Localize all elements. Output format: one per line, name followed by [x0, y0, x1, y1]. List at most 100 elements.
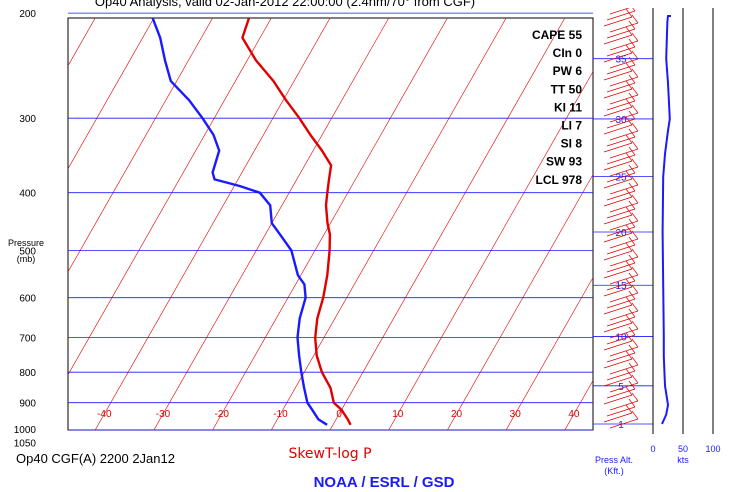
wind-barb — [609, 364, 639, 375]
wind-barb-flag — [625, 296, 633, 306]
wind-barb-flag — [625, 170, 633, 180]
wind-barb — [609, 238, 639, 249]
wind-barb-flag — [625, 8, 633, 18]
index-sw: SW 93 — [546, 155, 582, 169]
wind-barb — [609, 202, 639, 213]
pressure-tick-label: 700 — [19, 334, 36, 345]
index-cape: CAPE 55 — [532, 28, 582, 42]
station-label: Op40 CGF(A) 2200 2Jan12 — [16, 451, 175, 466]
pressure-axis-unit: (mb) — [17, 254, 36, 264]
wind-barb — [603, 340, 633, 351]
wind-barb — [603, 178, 633, 189]
temperature-tick-label: 20 — [451, 409, 463, 420]
wind-barb-flag — [625, 278, 633, 288]
wind-barb — [606, 190, 636, 201]
chart-title: Op40 Analysis, valid 02-Jan-2012 22:00:0… — [95, 0, 475, 9]
wind-barb — [603, 16, 633, 27]
wind-barb-flag — [625, 404, 633, 414]
wind-barb — [603, 394, 633, 405]
wind-barb — [603, 196, 633, 207]
wind-barb — [609, 184, 639, 195]
wind-barb — [606, 244, 636, 255]
temperature-tick-label: 40 — [568, 409, 580, 420]
isotherm-line — [329, 18, 566, 430]
wind-barb — [609, 346, 639, 357]
wind-barb-flag — [628, 182, 636, 192]
wind-barb — [606, 136, 636, 147]
temperature-tick-labels: -40 -30 -20 -10 0 10 20 30 40 — [97, 409, 580, 420]
wind-barb — [609, 40, 639, 51]
wind-barb — [606, 100, 636, 111]
temperature-tick-label: 0 — [336, 409, 342, 420]
wind-barb-flag — [625, 260, 633, 270]
altitude-tick-label: 30 — [615, 115, 627, 126]
speed-tick-labels: 0 50 100 — [650, 444, 720, 454]
wind-barb — [606, 262, 636, 273]
wind-speed-line — [661, 15, 671, 425]
wind-barb — [606, 172, 636, 183]
isotherm-line — [624, 18, 747, 430]
wind-barb — [606, 388, 636, 399]
index-pw: PW 6 — [553, 64, 583, 78]
wind-barb — [603, 106, 633, 117]
speed-tick-label: 100 — [705, 444, 720, 454]
wind-barb — [603, 214, 633, 225]
wind-barb — [603, 250, 633, 261]
temperature-tick-label: -30 — [156, 409, 171, 420]
pressure-tick-label: 300 — [19, 114, 36, 125]
wind-barb-flag — [625, 152, 633, 162]
wind-barb-flag — [625, 188, 633, 198]
isotherm-line — [212, 18, 448, 430]
wind-barb-flag — [628, 380, 636, 390]
sounding-profiles — [151, 18, 352, 426]
wind-barb — [606, 352, 636, 363]
temperature-tick-label: 30 — [510, 409, 522, 420]
temperature-tick-label: -10 — [273, 409, 288, 420]
wind-barb — [603, 268, 633, 279]
wind-barb-flag — [628, 398, 636, 408]
wind-barb-flag — [628, 128, 636, 138]
wind-barb-flag — [631, 68, 639, 78]
wind-barb — [609, 328, 639, 339]
wind-barb-flag — [628, 164, 636, 174]
wind-barb — [603, 88, 633, 99]
wind-barb-flag — [625, 80, 633, 90]
isotherm-line — [505, 276, 593, 430]
speed-tick-label: 50 — [678, 444, 688, 454]
wind-barb — [603, 304, 633, 315]
wind-barb — [603, 232, 633, 243]
wind-barb — [609, 22, 639, 33]
pressure-tick-label: 400 — [19, 189, 36, 200]
wind-barb — [609, 148, 639, 159]
isotherm-line — [271, 18, 507, 430]
wind-barb — [609, 94, 639, 105]
wind-barb-flag — [628, 146, 636, 156]
wind-barb-flag — [631, 86, 639, 96]
wind-barb — [603, 34, 633, 45]
pressure-axis-label: Pressure — [8, 238, 44, 248]
wind-barb-flag — [631, 266, 639, 276]
wind-barb-flag — [628, 110, 636, 120]
wind-barb — [609, 220, 639, 231]
altitude-tick-label: 15 — [615, 281, 627, 292]
isotherm-line — [94, 18, 331, 430]
index-cin: CIn 0 — [553, 46, 583, 60]
wind-barb-flag — [631, 50, 639, 60]
wind-barb-flag — [625, 134, 633, 144]
temperature-tick-label: -20 — [214, 409, 229, 420]
wind-barb-flag — [625, 386, 633, 396]
wind-barb-flag — [631, 284, 639, 294]
wind-barb-flag — [625, 224, 633, 234]
wind-barb — [609, 400, 639, 411]
wind-barb — [603, 124, 633, 135]
speed-tick-label: 0 — [650, 444, 655, 454]
isotherm-line — [68, 18, 96, 67]
wind-barb-flag — [631, 392, 639, 402]
wind-barb — [609, 130, 639, 141]
wind-barb-flag — [631, 302, 639, 312]
index-ki: KI 11 — [554, 100, 582, 114]
wind-barb-flag — [628, 200, 636, 210]
wind-barb — [606, 334, 636, 345]
wind-barb — [603, 70, 633, 81]
wind-barb — [603, 376, 633, 387]
